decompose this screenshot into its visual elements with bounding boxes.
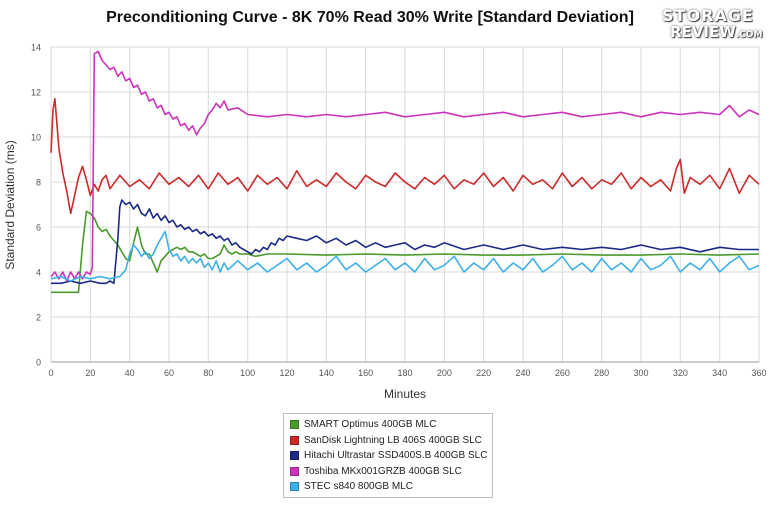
series-line (50, 230, 760, 282)
legend-swatch (290, 420, 299, 430)
x-tick-label: 200 (437, 368, 452, 378)
logo-line2-text: REVIEW (670, 23, 736, 41)
x-tick-label: 360 (751, 368, 766, 378)
y-tick-label: 2 (36, 313, 41, 323)
series-line (50, 98, 760, 215)
x-tick-label: 160 (358, 368, 373, 378)
legend-swatch (290, 482, 299, 492)
series-lines (50, 50, 760, 294)
y-tick-label: 12 (31, 88, 41, 98)
y-tick-label: 0 (36, 358, 41, 368)
x-tick-label: 0 (48, 368, 53, 378)
legend-swatch (290, 466, 299, 476)
x-tick-label: 100 (240, 368, 255, 378)
y-axis-label: Standard Deviation (ms) (3, 140, 17, 269)
y-tick-label: 4 (36, 268, 41, 278)
x-tick-label: 300 (633, 368, 648, 378)
x-tick-label: 120 (279, 368, 294, 378)
logo-suffix: .COM (735, 30, 763, 40)
y-tick-label: 14 (31, 43, 41, 53)
x-tick-label: 60 (164, 368, 174, 378)
legend-item: Hitachi Ultrastar SSD400S.B 400GB SLC (290, 448, 492, 464)
x-tick-label: 40 (125, 368, 135, 378)
logo-line1: STORAGE (662, 6, 754, 25)
x-tick-label: 180 (397, 368, 412, 378)
legend-label: Toshiba MKx001GRZB 400GB SLC (304, 465, 462, 477)
series-line (51, 210, 760, 294)
series-line (50, 50, 760, 282)
x-tick-label: 320 (673, 368, 688, 378)
x-tick-label: 140 (319, 368, 334, 378)
legend-item: STEC s840 800GB MLC (290, 479, 492, 495)
legend-item: SanDisk Lightning LB 406S 400GB SLC (290, 433, 492, 449)
x-tick-label: 340 (712, 368, 727, 378)
x-axis-label: Minutes (384, 387, 426, 401)
chart-legend: SMART Optimus 400GB MLC SanDisk Lightning… (283, 413, 493, 498)
legend-item: Toshiba MKx001GRZB 400GB SLC (290, 464, 492, 480)
x-tick-label: 220 (476, 368, 491, 378)
y-tick-label: 10 (31, 133, 41, 143)
x-tick-label: 20 (85, 368, 95, 378)
chart-title: Preconditioning Curve - 8K 70% Read 30% … (106, 9, 634, 26)
legend-label: SMART Optimus 400GB MLC (304, 419, 437, 431)
grid-lines (50, 46, 760, 363)
x-tick-label: 80 (203, 368, 213, 378)
series-line (51, 199, 759, 285)
legend-swatch (290, 451, 299, 461)
storagereview-logo: STORAGE REVIEW.COM (662, 6, 772, 42)
logo-line2: REVIEW.COM (670, 23, 762, 41)
legend-item: SMART Optimus 400GB MLC (290, 417, 492, 433)
y-tick-label: 6 (36, 223, 41, 233)
legend-label: STEC s840 800GB MLC (304, 481, 413, 493)
x-tick-label: 260 (555, 368, 570, 378)
x-tick-label: 280 (594, 368, 609, 378)
y-tick-label: 8 (36, 178, 41, 188)
legend-label: SanDisk Lightning LB 406S 400GB SLC (304, 434, 482, 446)
x-tick-label: 240 (515, 368, 530, 378)
legend-label: Hitachi Ultrastar SSD400S.B 400GB SLC (304, 450, 488, 462)
legend-swatch (290, 435, 299, 445)
